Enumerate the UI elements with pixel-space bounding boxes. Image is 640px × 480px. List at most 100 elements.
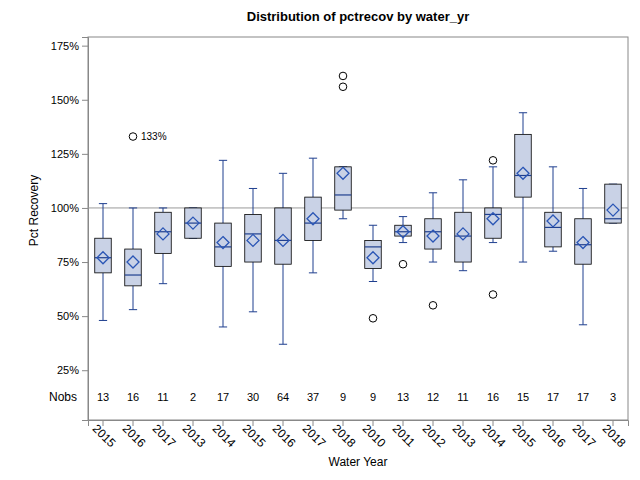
x-tick: 2014 [210,420,239,450]
outlier-label: 133% [141,131,167,142]
x-tick: 2016 [270,420,299,450]
nobs-value: 11 [157,391,168,403]
box [185,208,202,238]
x-tick-label: 2013 [180,421,209,450]
box [215,223,232,266]
box [455,212,472,262]
whisker-high [463,180,464,212]
x-tick: 2015 [510,420,539,450]
whisker-cap-low [159,283,167,284]
whisker-cap-low [219,326,227,327]
y-tick: 125% [51,148,88,160]
whisker-cap-high [579,188,587,189]
x-tick: 2016 [540,420,569,450]
whisker-low [493,238,494,242]
x-tick: 2017 [300,420,329,450]
whisker-cap-low [249,311,257,312]
x-tick-label: 2016 [120,421,149,450]
x-tick-label: 2016 [270,421,299,450]
nobs-value: 37 [307,391,319,403]
whisker-cap-low [429,262,437,263]
whisker-cap-high [309,158,317,159]
x-tick: 2011 [390,420,418,450]
whisker-high [583,188,584,218]
y-tick: 150% [51,94,88,106]
y-tick-label: 175% [51,40,79,52]
outlier [489,291,497,299]
mean-marker [217,237,229,249]
reference-line [88,207,628,208]
y-tick: 175% [51,40,88,52]
box [305,197,322,240]
box [125,249,142,286]
median-line [335,194,352,195]
x-tick-label: 2018 [330,421,359,450]
mean-marker [367,252,379,264]
nobs-value: 17 [547,391,559,403]
box [95,238,112,273]
x-tick-label: 2016 [540,421,569,450]
y-tick-mark [82,208,88,209]
whisker-high [493,167,494,208]
whisker-low [463,262,464,271]
box-group [275,173,292,344]
mean-marker [307,213,319,225]
mean-marker [577,237,589,249]
whisker-low [223,266,224,327]
outlier [369,314,377,322]
x-tick-label: 2018 [600,421,629,450]
x-tick-label: 2017 [150,421,179,450]
whisker-cap-low [339,218,347,219]
mean-marker [457,228,469,240]
whisker-high [403,217,404,226]
x-tick: 2018 [600,420,629,450]
whisker-cap-high [429,192,437,193]
box-group [395,217,412,268]
whisker-cap-low [519,262,527,263]
y-tick-mark [82,100,88,101]
whisker-cap-high [219,160,227,161]
y-tick-label: 50% [57,310,79,322]
box-group [305,158,322,273]
x-tick-label: 2014 [480,421,509,450]
box-group [215,160,232,327]
outlier [429,302,437,310]
whisker-low [133,286,134,310]
whisker-cap-high [369,225,377,226]
y-tick-label: 100% [51,202,79,214]
whisker-low [103,273,104,321]
y-tick-label: 75% [57,256,79,268]
y-tick-mark [82,154,88,155]
whisker-cap-low [369,281,377,282]
whisker-cap-high [279,173,287,174]
box [155,212,172,253]
box-group [575,188,592,324]
x-axis-title: Water Year [329,455,388,469]
whisker-low [343,210,344,219]
whisker-high [283,173,284,208]
y-axis: 25%50%75%100%125%150%175% [51,38,89,421]
whisker-low [313,240,314,272]
box-group [155,208,172,284]
whisker-low [433,249,434,262]
whisker-high [253,188,254,214]
box [245,214,262,262]
x-tick-label: 2015 [90,421,119,450]
box-group [605,184,622,223]
y-tick: 100% [51,202,88,214]
chart-title: Distribution of pctrecov by water_yr [247,9,470,24]
mean-marker [337,167,349,179]
median-line [155,231,172,232]
whisker-cap-low [129,309,137,310]
median-line [215,246,232,247]
box-group [455,180,472,271]
x-tick: 2016 [120,420,149,450]
x-tick: 2014 [480,420,509,450]
whisker-low [253,262,254,312]
median-line [305,222,322,223]
whisker-cap-high [489,166,497,167]
x-tick-label: 2017 [570,421,599,450]
x-tick-label: 2013 [450,421,479,450]
nobs-value: 16 [487,391,499,403]
whisker-cap-low [489,242,497,243]
